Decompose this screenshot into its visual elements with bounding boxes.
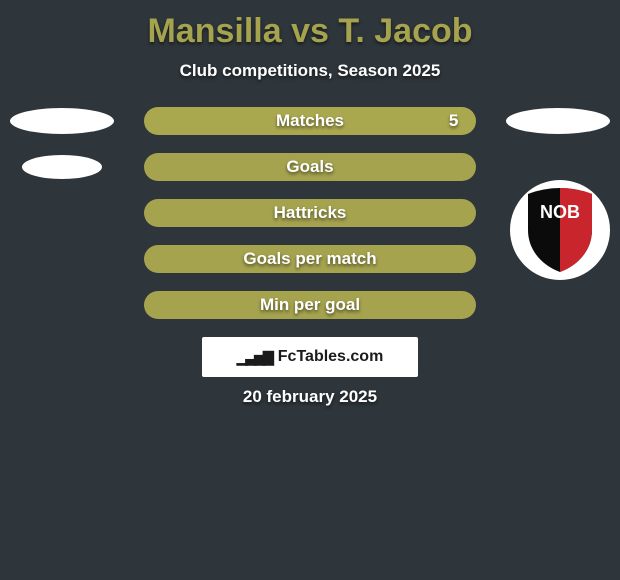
stat-row-goals: Goals — [8, 153, 612, 181]
stat-bar-min-per-goal: Min per goal — [144, 291, 477, 319]
right-side-0 — [504, 107, 612, 135]
ellipse-left-0 — [10, 108, 114, 134]
page-title: Mansilla vs T. Jacob — [8, 12, 612, 51]
stat-label: Hattricks — [274, 203, 347, 223]
left-side-1 — [8, 153, 116, 181]
badge-text: NOB — [540, 202, 580, 222]
subtitle: Club competitions, Season 2025 — [8, 61, 612, 81]
stat-bar-goals: Goals — [144, 153, 477, 181]
ellipse-right-0 — [506, 108, 610, 134]
stat-label: Matches — [276, 111, 344, 131]
brand-box: ▁▃▅▇ FcTables.com — [202, 337, 418, 377]
right-side-4 — [504, 291, 612, 319]
stat-value: 5 — [449, 111, 458, 131]
left-side-4 — [8, 291, 116, 319]
club-badge: NOB — [510, 180, 610, 280]
left-side-3 — [8, 245, 116, 273]
brand-label: FcTables.com — [278, 348, 384, 366]
left-side-2 — [8, 199, 116, 227]
stat-label: Min per goal — [260, 295, 360, 315]
bar-chart-icon: ▁▃▅▇ — [237, 349, 272, 366]
stat-bar-matches: Matches 5 — [144, 107, 477, 135]
date-label: 20 february 2025 — [8, 387, 612, 407]
stat-bar-goals-per-match: Goals per match — [144, 245, 477, 273]
left-side-0 — [8, 107, 116, 135]
right-side-1 — [504, 153, 612, 181]
stat-label: Goals — [286, 157, 333, 177]
stat-row-matches: Matches 5 — [8, 107, 612, 135]
stat-row-min-per-goal: Min per goal — [8, 291, 612, 319]
shield-icon: NOB — [522, 186, 598, 274]
ellipse-left-1 — [22, 155, 102, 179]
stat-label: Goals per match — [243, 249, 376, 269]
stat-bar-hattricks: Hattricks — [144, 199, 477, 227]
